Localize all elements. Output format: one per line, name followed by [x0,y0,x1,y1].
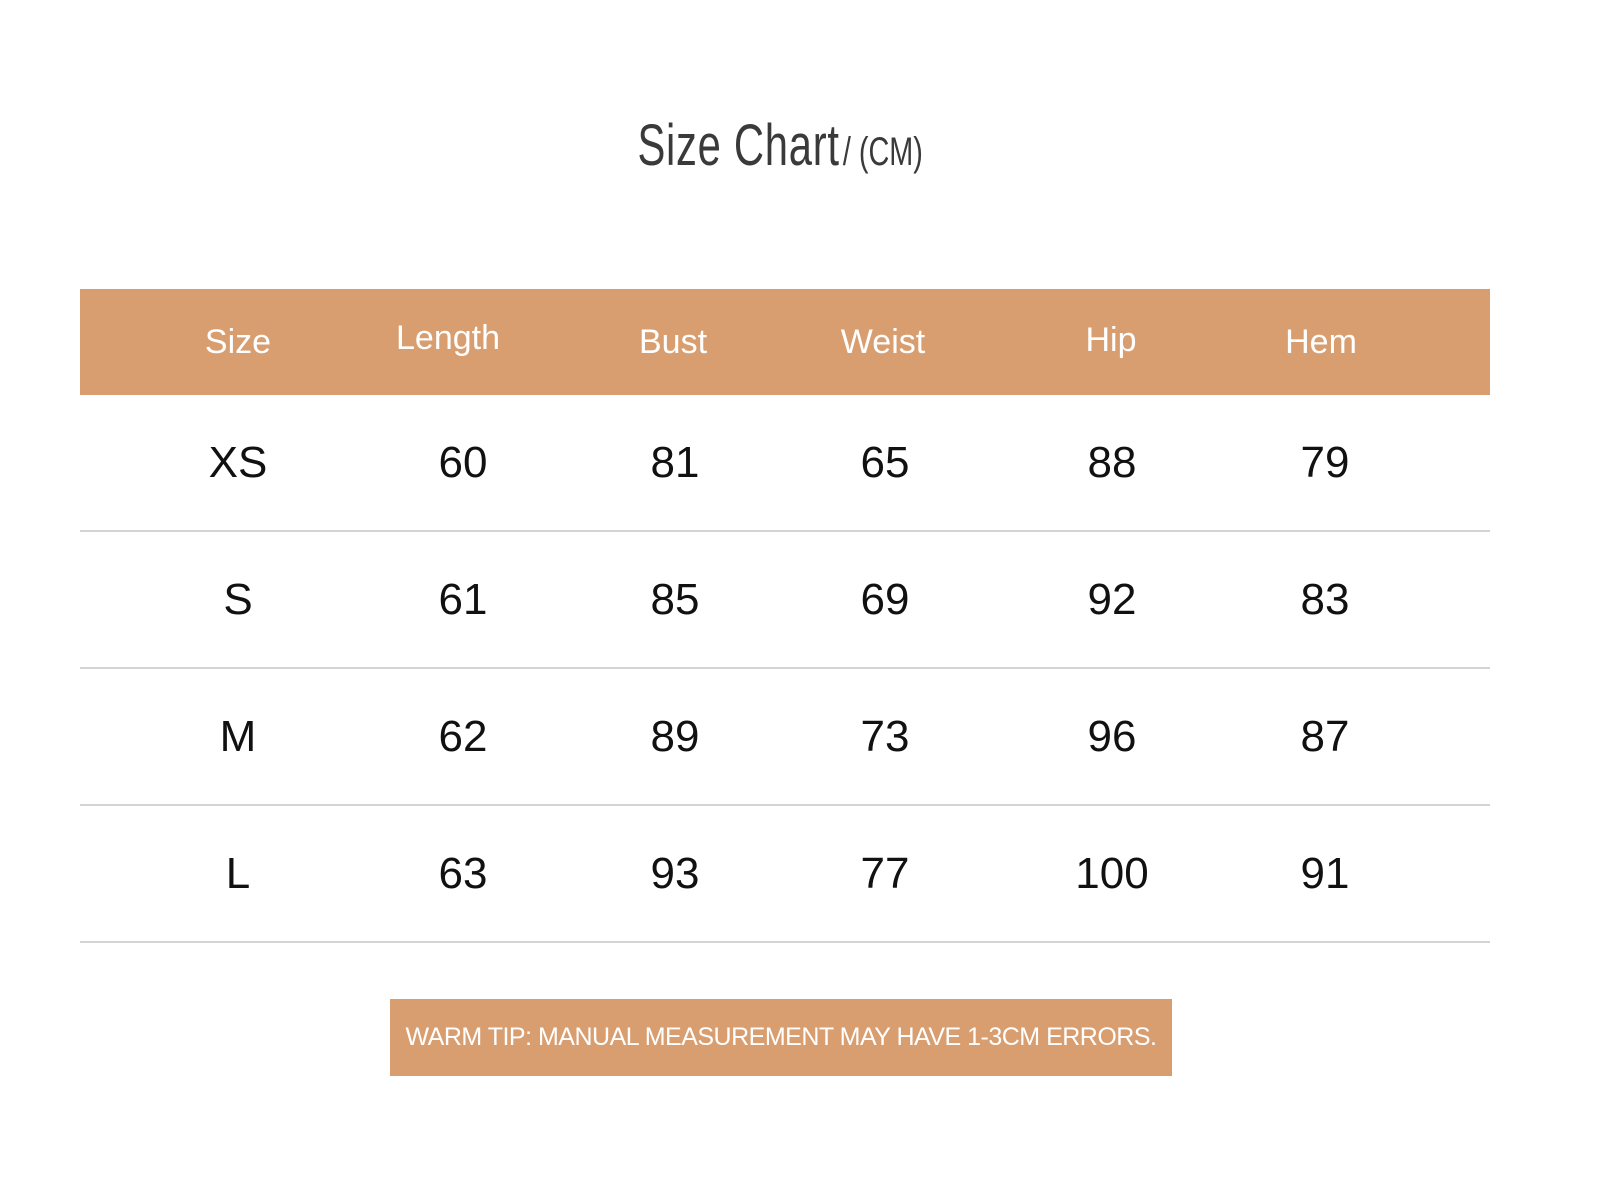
header-length: Length [396,319,500,357]
page-title: Size Chart / (CM) [0,112,1560,179]
header-bust: Bust [638,322,708,361]
table-cell: 83 [1300,574,1350,624]
header-hip: Hip [1085,321,1137,359]
table-row: M 62 89 73 96 87 [80,669,1490,806]
table-header: Size Length Bust Weist Hip Hem [80,289,1490,395]
table-cell: 61 [438,574,488,624]
warm-tip-banner: WARM TIP: MANUAL MEASUREMENT MAY HAVE 1-… [390,999,1172,1076]
table-cell: L [225,848,251,898]
table-cell: 91 [1300,848,1350,898]
table-row: S 61 85 69 92 83 [80,532,1490,669]
table-cell: 65 [860,437,910,487]
table-cell: S [223,574,253,624]
table-cell: 89 [650,711,700,761]
table-cell: 60 [438,437,488,487]
table-row: L 63 93 77 100 91 [80,806,1490,943]
title-unit: / (CM) [842,130,923,174]
header-size: Size [204,322,272,361]
table-cell: XS [208,437,268,487]
table-cell: 93 [650,848,700,898]
table-cell: 88 [1087,437,1137,487]
table-cell: 96 [1087,711,1137,761]
table-cell: 85 [650,574,700,624]
table-cell: 63 [438,848,488,898]
table-cell: 100 [1075,848,1149,898]
table-cell: M [219,711,257,761]
table-cell: 87 [1300,711,1350,761]
table-cell: 73 [860,711,910,761]
header-weist: Weist [840,322,926,361]
table-cell: 62 [438,711,488,761]
table-cell: 92 [1087,574,1137,624]
table-cell: 81 [650,437,700,487]
table-cell: 79 [1300,437,1350,487]
table-cell: 77 [860,848,910,898]
table-row: XS 60 81 65 88 79 [80,395,1490,532]
header-hem: Hem [1285,322,1357,361]
table-cell: 69 [860,574,910,624]
size-table: Size Length Bust Weist Hip Hem XS 60 81 65 8… [80,289,1490,943]
title-main: Size Chart [637,113,840,178]
